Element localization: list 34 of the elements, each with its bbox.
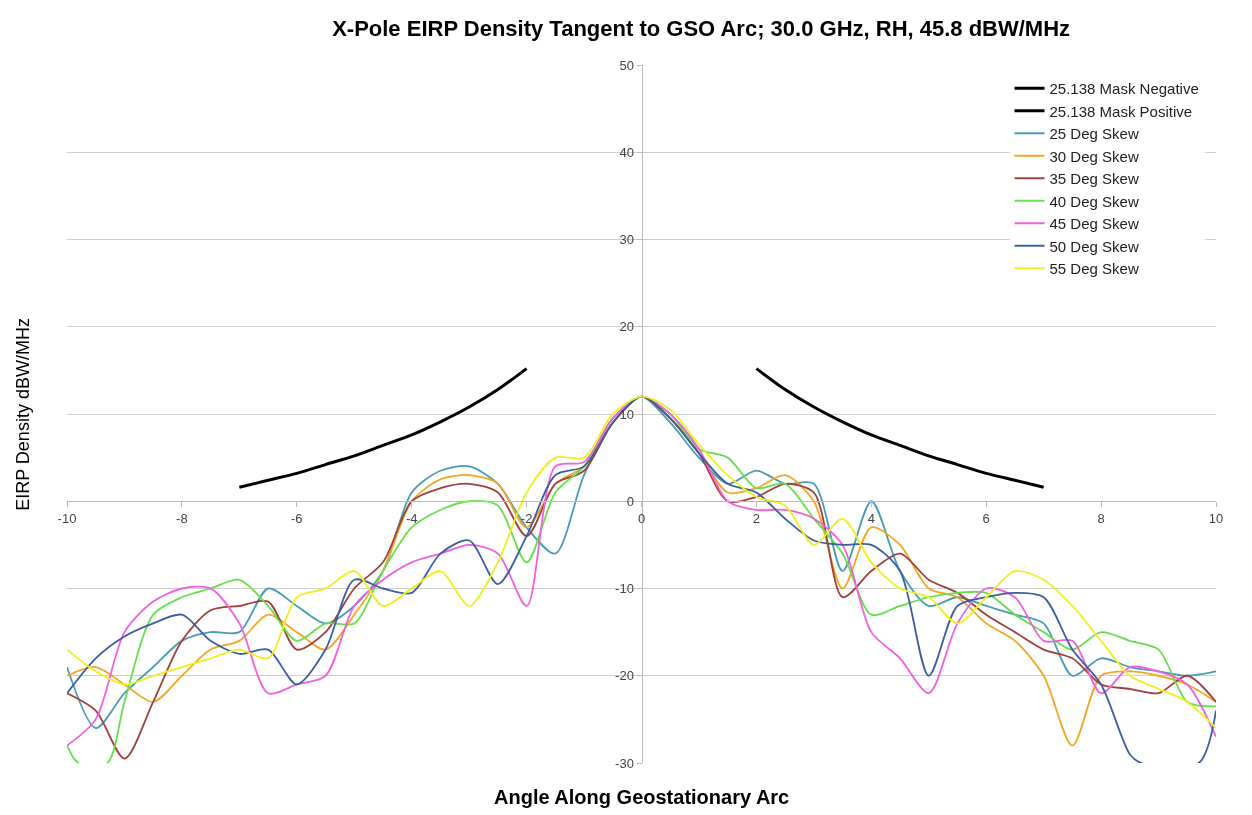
y-tick-label: -30 bbox=[615, 755, 634, 771]
legend-label: 40 Deg Skew bbox=[1049, 192, 1139, 210]
y-tick-label: 50 bbox=[619, 57, 634, 73]
x-tick-label: 10 bbox=[1208, 510, 1224, 526]
x-tick-label: 4 bbox=[867, 510, 875, 526]
legend-label: 30 Deg Skew bbox=[1049, 147, 1139, 165]
y-tick-label: 10 bbox=[619, 406, 634, 422]
x-tick-label: -2 bbox=[520, 510, 533, 526]
x-axis-title: Angle Along Geostationary Arc bbox=[494, 786, 790, 808]
y-tick-label: 20 bbox=[619, 319, 634, 335]
x-tick-label: -6 bbox=[291, 510, 303, 526]
y-tick-label: -20 bbox=[615, 668, 634, 684]
x-tick-label: -8 bbox=[176, 510, 188, 526]
y-tick-label: 40 bbox=[619, 144, 634, 160]
legend-label: 55 Deg Skew bbox=[1049, 260, 1139, 278]
x-tick-label: -4 bbox=[405, 510, 418, 526]
legend-label: 25 Deg Skew bbox=[1049, 125, 1139, 143]
y-tick-label: 0 bbox=[626, 493, 634, 509]
x-tick-label: -10 bbox=[57, 510, 77, 526]
line-series bbox=[754, 367, 1046, 489]
chart-title: X-Pole EIRP Density Tangent to GSO Arc; 30.0 GHz, RH, 45.8 dBW/MHz bbox=[332, 15, 1071, 41]
y-tick-label: 30 bbox=[619, 232, 634, 248]
x-tick-label: 2 bbox=[752, 510, 761, 526]
x-tick-label: 6 bbox=[982, 510, 990, 526]
legend-label: 25.138 Mask Positive bbox=[1049, 102, 1193, 120]
line-series bbox=[237, 367, 529, 489]
x-tick-label: 0 bbox=[637, 510, 646, 526]
y-axis-title: EIRP Density dBW/MHz bbox=[12, 318, 33, 511]
legend-label: 25.138 Mask Negative bbox=[1049, 80, 1199, 98]
legend-label: 35 Deg Skew bbox=[1049, 170, 1139, 188]
y-tick-label: -10 bbox=[615, 581, 634, 597]
x-tick-label: 8 bbox=[1097, 510, 1105, 526]
legend-label: 50 Deg Skew bbox=[1049, 237, 1139, 255]
legend-label: 45 Deg Skew bbox=[1049, 215, 1139, 233]
